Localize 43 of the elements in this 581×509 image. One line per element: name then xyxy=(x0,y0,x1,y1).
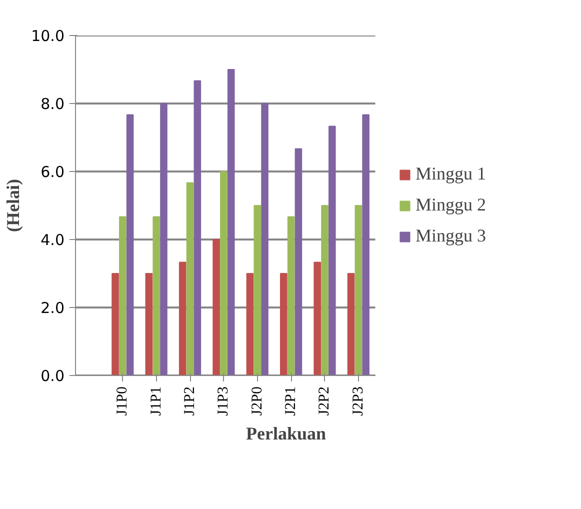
bar xyxy=(254,205,262,376)
bar xyxy=(280,273,288,376)
bar xyxy=(354,205,362,376)
legend-label: Minggu 1 xyxy=(415,164,486,184)
x-tick-label: J2P2 xyxy=(316,386,333,416)
y-tick-label: 8.0 xyxy=(40,95,65,113)
bar xyxy=(112,273,119,376)
legend-label: Minggu 2 xyxy=(415,194,486,216)
bar xyxy=(212,239,220,376)
bar xyxy=(362,114,370,376)
y-tick-label: 0.0 xyxy=(40,367,65,385)
y-tick-label: 2.0 xyxy=(40,299,65,317)
bar xyxy=(126,114,134,376)
bar xyxy=(287,216,295,376)
y-tick-label: 4.0 xyxy=(40,231,65,249)
bar xyxy=(347,273,355,376)
x-axis-title: Perlakuan xyxy=(246,424,326,444)
bar xyxy=(145,273,153,376)
bar xyxy=(220,171,228,376)
x-tick-label: J1P1 xyxy=(148,386,164,416)
x-tick-label: J1P2 xyxy=(182,386,198,416)
bar xyxy=(314,262,321,376)
bar xyxy=(178,262,186,376)
y-tick-label: 10.0 xyxy=(31,27,65,45)
bar xyxy=(186,182,194,376)
bar xyxy=(261,103,268,376)
bar xyxy=(328,126,336,376)
legend-label: Minggu 3 xyxy=(415,226,486,246)
y-tick-label: 6.0 xyxy=(40,163,65,181)
bar xyxy=(246,273,254,376)
x-tick-label: J1P0 xyxy=(114,386,131,416)
bar xyxy=(160,103,168,376)
y-axis-title: (Helai) xyxy=(3,179,24,232)
bar xyxy=(294,148,302,376)
x-tick-label: J2P1 xyxy=(283,386,300,416)
bar xyxy=(321,205,328,376)
bar xyxy=(152,216,160,376)
bar xyxy=(194,80,202,376)
bar xyxy=(227,69,235,376)
x-tick-label: J2P0 xyxy=(249,386,266,416)
bar xyxy=(119,216,126,376)
x-tick-label: J2P3 xyxy=(350,386,366,416)
x-tick-label: J1P3 xyxy=(216,386,232,416)
